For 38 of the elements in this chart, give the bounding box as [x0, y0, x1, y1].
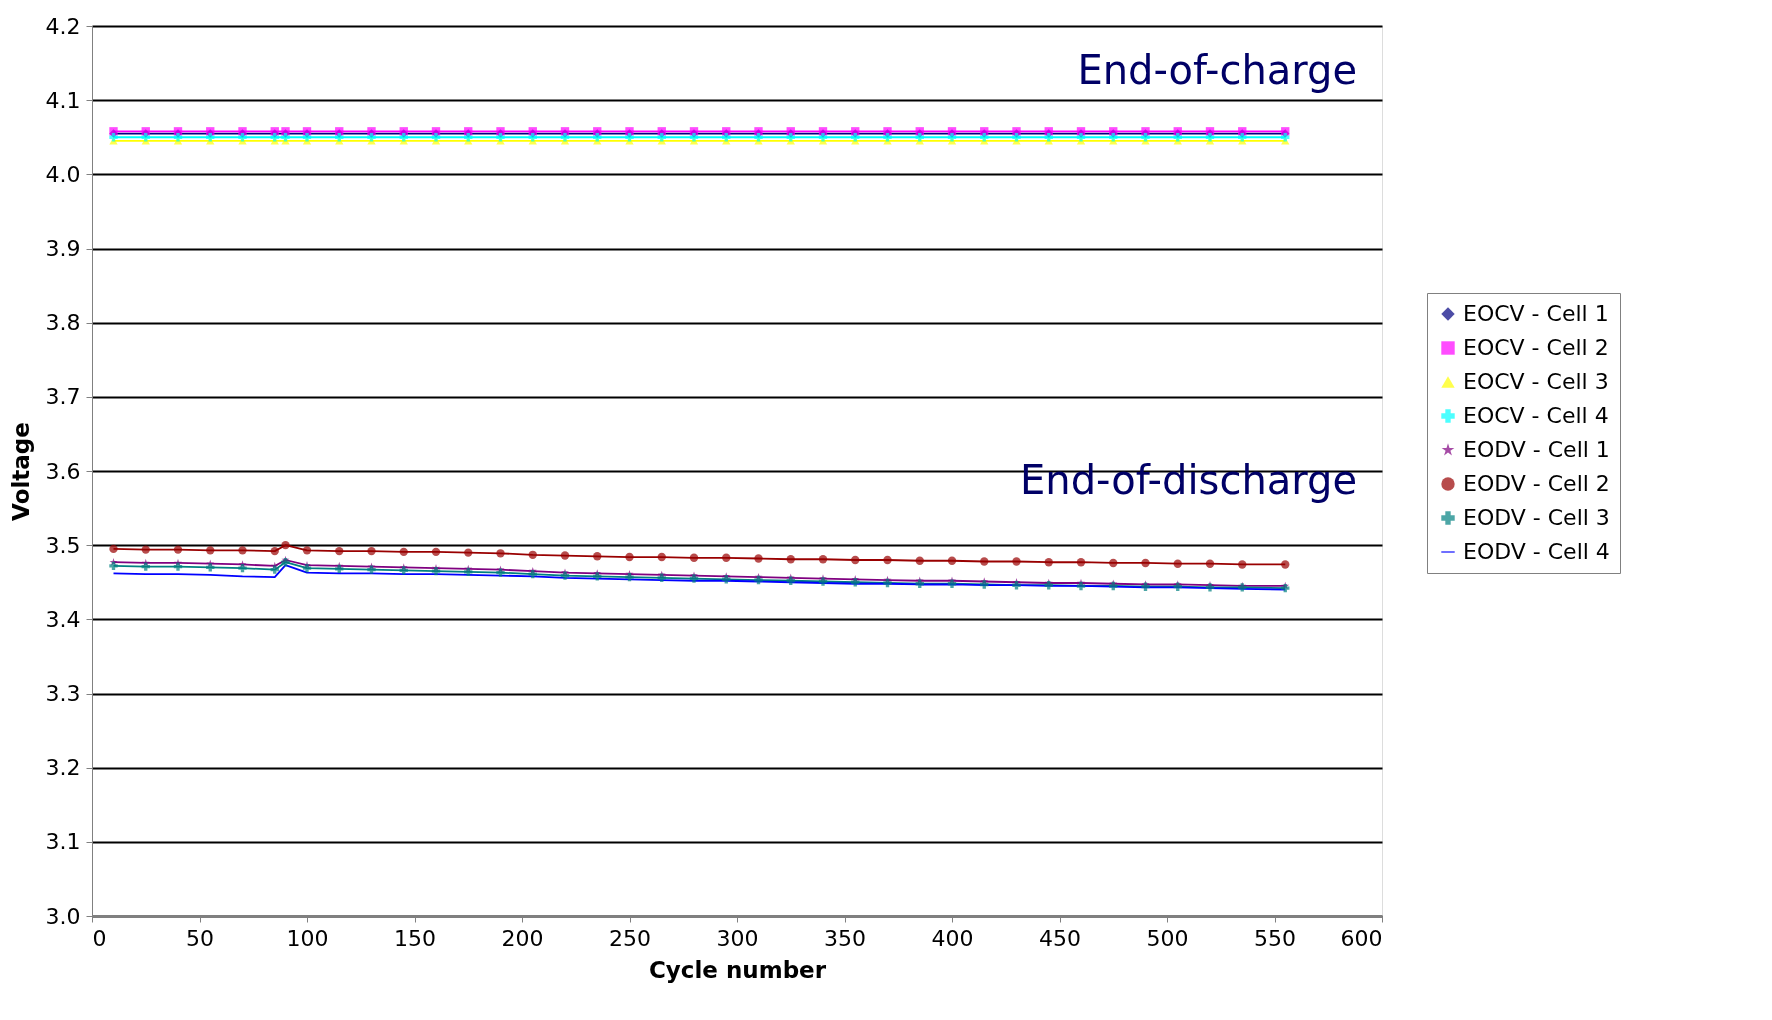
y-tick-label: 3.6 [45, 458, 81, 484]
legend-label: EODV - Cell 1 [1463, 437, 1610, 462]
x-tick-label: 250 [609, 925, 651, 951]
y-tick-label: 3.2 [45, 755, 81, 781]
x-tick-label: 100 [286, 925, 329, 951]
legend-label: EOCV - Cell 2 [1463, 335, 1609, 360]
y-tick-label: 3.0 [45, 903, 81, 929]
x-tick-label: 500 [1146, 925, 1189, 951]
legend-label: EOCV - Cell 3 [1463, 369, 1609, 394]
y-tick-label: 3.7 [45, 384, 81, 410]
annotation: End-of-charge [1077, 47, 1357, 93]
y-tick-label: 3.5 [45, 532, 81, 558]
y-tick-label: 3.8 [45, 310, 81, 336]
y-tick-label: 4.1 [45, 87, 81, 113]
legend-label: EODV - Cell 2 [1463, 471, 1610, 496]
y-tick-label: 3.1 [45, 829, 81, 855]
x-tick-label: 300 [716, 925, 759, 951]
y-tick-label: 3.4 [45, 606, 81, 632]
x-tick-label: 150 [394, 925, 436, 951]
y-tick-label: 3.9 [45, 236, 81, 261]
x-tick-label: 200 [501, 925, 544, 951]
x-tick-label: 50 [186, 925, 214, 951]
x-axis-title: Cycle number [648, 956, 827, 983]
y-tick-label: 3.3 [45, 681, 81, 706]
legend-label: EOCV - Cell 4 [1463, 403, 1609, 428]
x-tick-label: 350 [824, 925, 866, 951]
legend-label: EODV - Cell 4 [1463, 539, 1610, 564]
x-tick-label: 450 [1039, 925, 1081, 951]
y-tick-label: 4.2 [45, 13, 81, 39]
annotation: End-of-discharge [1020, 457, 1357, 503]
y-tick-label: 4.0 [45, 161, 81, 187]
x-tick-label: 600 [1340, 925, 1383, 951]
y-axis-title: Voltage [7, 422, 34, 521]
x-tick-label: 0 [92, 925, 107, 951]
legend-label: EODV - Cell 3 [1463, 505, 1610, 530]
x-tick-label: 400 [931, 925, 974, 951]
x-tick-label: 550 [1254, 925, 1296, 951]
legend-label: EOCV - Cell 1 [1463, 301, 1609, 326]
